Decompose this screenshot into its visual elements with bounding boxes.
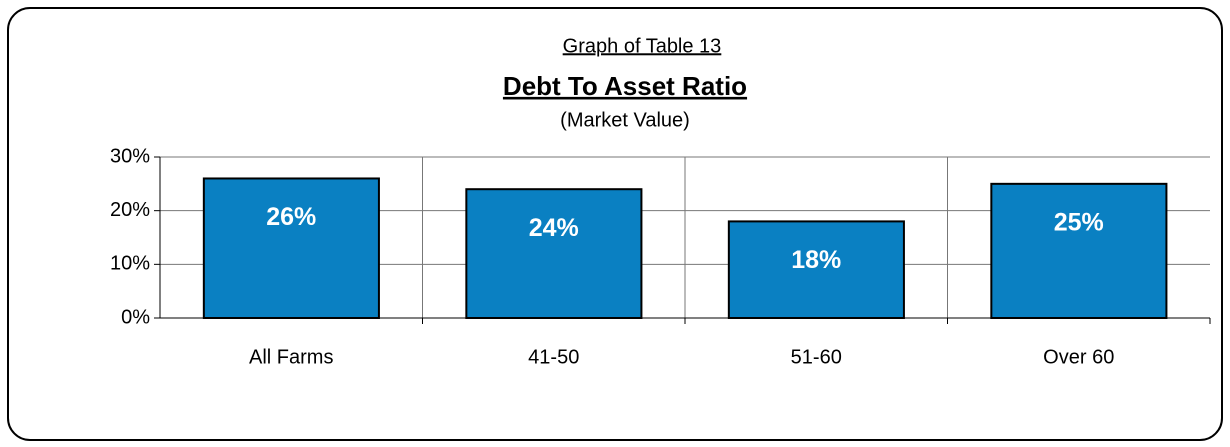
bar <box>727 220 905 319</box>
bar <box>465 188 643 319</box>
chart-heading: Graph of Table 13 <box>563 35 722 57</box>
y-tick-label: 10% <box>110 253 150 275</box>
x-tick-label: 51-60 <box>791 346 842 368</box>
x-tick-label: All Farms <box>249 346 333 368</box>
x-tick-label: Over 60 <box>1043 346 1114 368</box>
bar <box>990 182 1168 319</box>
y-tick-label: 20% <box>110 199 150 221</box>
bar <box>202 177 380 319</box>
chart-title: Debt To Asset Ratio <box>503 71 747 101</box>
value-label: 25% <box>1054 208 1104 236</box>
value-label: 26% <box>266 203 316 231</box>
y-tick-label: 0% <box>121 306 150 328</box>
x-tick-label: 41-50 <box>528 346 579 368</box>
y-tick-label: 30% <box>110 145 150 167</box>
value-label: 24% <box>529 214 579 242</box>
chart-subtitle: (Market Value) <box>560 109 690 131</box>
value-label: 18% <box>791 246 841 274</box>
